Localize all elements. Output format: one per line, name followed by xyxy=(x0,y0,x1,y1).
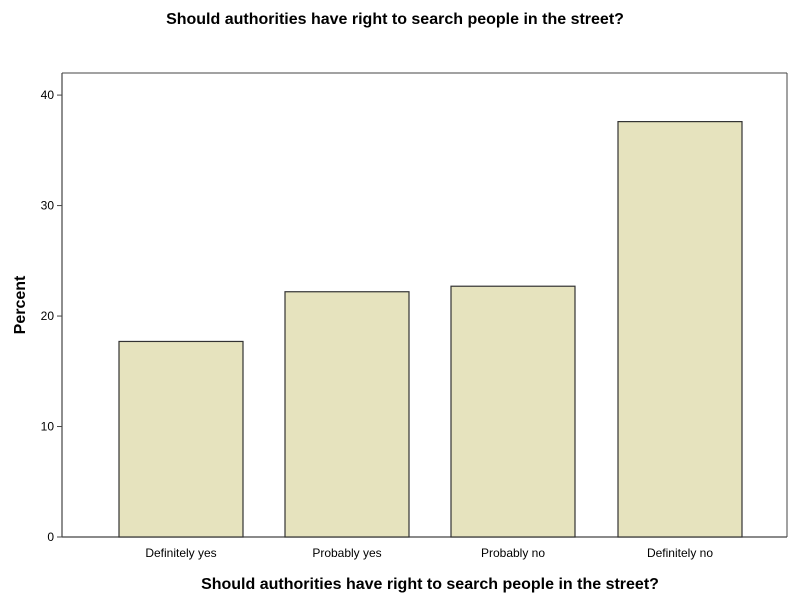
y-tick-label: 10 xyxy=(41,420,55,434)
x-tick-label: Definitely yes xyxy=(145,546,216,560)
bar-group xyxy=(118,121,743,538)
bar-definitely-no xyxy=(617,121,743,538)
y-axis-title: Percent xyxy=(12,275,29,334)
bar-probably-no xyxy=(450,285,576,538)
bar-definitely-yes xyxy=(118,340,244,538)
y-axis: 0 10 20 30 40 xyxy=(41,88,62,544)
bar-probably-yes xyxy=(284,291,410,538)
x-axis-title: Should authorities have right to search … xyxy=(201,576,659,593)
x-axis: Definitely yes Probably yes Probably no Def… xyxy=(145,546,713,560)
y-tick-label: 20 xyxy=(41,309,55,323)
y-tick-label: 40 xyxy=(41,88,55,102)
x-tick-label: Definitely no xyxy=(647,546,713,560)
x-tick-label: Probably no xyxy=(481,546,545,560)
y-tick-label: 30 xyxy=(41,199,55,213)
chart-title: Should authorities have right to search … xyxy=(166,11,624,28)
x-tick-label: Probably yes xyxy=(312,546,381,560)
y-tick-label: 0 xyxy=(47,530,54,544)
